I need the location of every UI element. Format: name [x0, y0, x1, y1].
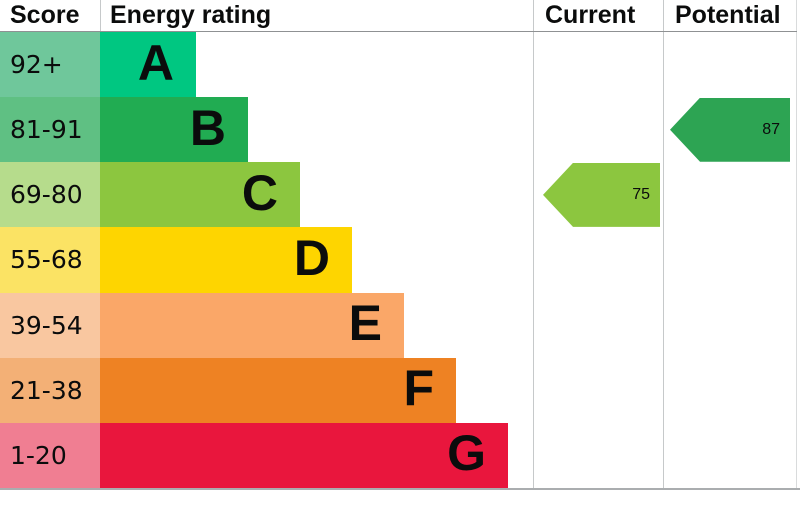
- score-range-label: 92+: [10, 50, 63, 80]
- band-bar: D: [100, 227, 352, 293]
- score-cell: 1-20: [0, 422, 100, 488]
- header-score: Score: [10, 1, 80, 29]
- score-range-label: 81-91: [10, 115, 83, 145]
- score-range-label: 1-20: [10, 440, 67, 470]
- score-range-label: 21-38: [10, 375, 83, 405]
- band-letter: C: [241, 164, 278, 221]
- band-bar: B: [100, 97, 248, 163]
- band-letter: G: [447, 425, 486, 482]
- band-bar: C: [100, 162, 300, 228]
- band-letter: B: [189, 99, 226, 156]
- band-row: 39-54 E: [0, 292, 798, 358]
- band-letter: E: [348, 295, 382, 352]
- score-cell: 92+: [0, 32, 100, 98]
- band-row: 55-68 D: [0, 227, 798, 293]
- score-cell: 39-54: [0, 292, 100, 358]
- band-bar: A: [100, 32, 196, 98]
- score-cell: 69-80: [0, 162, 100, 228]
- score-range-label: 55-68: [10, 245, 83, 275]
- band-row: 21-38 F: [0, 357, 798, 423]
- score-cell: 21-38: [0, 357, 100, 423]
- divider-potential-column: [663, 0, 664, 488]
- band-rows: 92+ A 81-91 B 69-80 C 55-68 D 39-54: [0, 32, 798, 488]
- header-current: Current: [545, 1, 636, 29]
- band-row: 81-91 B: [0, 97, 798, 163]
- band-letter: F: [403, 360, 434, 417]
- band-bar: G: [100, 422, 508, 488]
- band-letter: A: [137, 34, 174, 91]
- score-range-label: 69-80: [10, 180, 83, 210]
- divider-current-column: [533, 0, 534, 488]
- header-row: Score Energy rating Current Potential: [0, 0, 798, 31]
- score-cell: 55-68: [0, 227, 100, 293]
- potential-rating-value: 87: [762, 120, 780, 138]
- chart-right-border: [796, 0, 797, 488]
- header-potential: Potential: [675, 1, 781, 29]
- band-bar: F: [100, 357, 456, 423]
- header-underline: [0, 31, 797, 32]
- chart-bottom-border: [0, 488, 800, 490]
- band-bar: E: [100, 292, 404, 358]
- band-row: 92+ A: [0, 32, 798, 98]
- current-rating-value: 75: [632, 185, 650, 203]
- band-row: 1-20 G: [0, 422, 798, 488]
- band-row: 69-80 C: [0, 162, 798, 228]
- score-cell: 81-91: [0, 97, 100, 163]
- header-energy-rating: Energy rating: [110, 1, 272, 29]
- band-letter: D: [293, 229, 330, 286]
- divider-score-rating: [100, 0, 101, 31]
- score-range-label: 39-54: [10, 310, 83, 340]
